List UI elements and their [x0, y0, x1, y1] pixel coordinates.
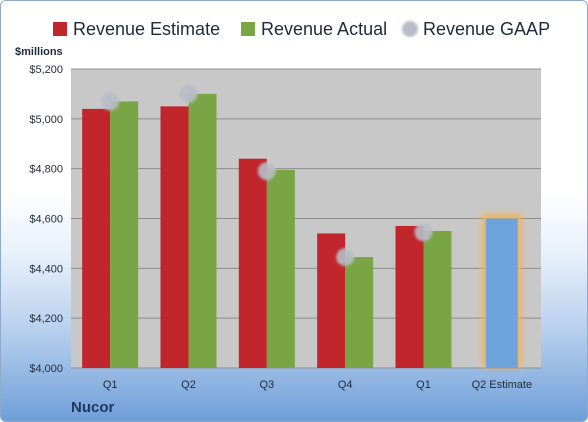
- x-tick-label: Q3: [259, 379, 274, 391]
- bar-revenue-actual: [345, 257, 374, 368]
- y-axis-unit-label: $millions: [15, 46, 63, 58]
- bar-revenue-actual: [110, 101, 139, 369]
- legend-label: Revenue Actual: [261, 19, 387, 39]
- x-axis-ticks: Q1 Q2 Q3 Q4 Q1 Q2 Estimate: [103, 379, 532, 391]
- bar-revenue-actual: [423, 230, 452, 368]
- marker-revenue-gaap: [101, 92, 120, 111]
- bar-revenue-actual: [266, 169, 295, 368]
- x-tick-label: Q4: [338, 379, 353, 391]
- chart-legend: Revenue Estimate Revenue Actual Revenue GA…: [53, 19, 550, 39]
- x-tick-label: Q1: [103, 379, 118, 391]
- y-tick-label: $4,400: [29, 263, 63, 275]
- legend-swatch: [53, 22, 67, 36]
- marker-revenue-gaap: [257, 162, 276, 181]
- bar-revenue-estimate: [82, 108, 111, 368]
- bar-revenue-actual: [188, 93, 217, 369]
- bar-revenue-estimate: [160, 106, 189, 368]
- marker-revenue-gaap: [179, 84, 198, 103]
- bar-revenue-estimate: [238, 158, 267, 368]
- bars: [82, 93, 522, 369]
- gaap-markers: [101, 84, 433, 267]
- legend-swatch: [402, 21, 418, 37]
- y-tick-label: $4,200: [29, 313, 63, 325]
- y-tick-label: $4,800: [29, 164, 63, 176]
- x-tick-label: Q2 Estimate: [472, 379, 533, 391]
- bar-revenue-estimate: [395, 225, 424, 368]
- y-tick-label: $4,600: [29, 214, 63, 226]
- gridlines: [71, 68, 541, 369]
- bar-q2-estimate: [485, 218, 518, 368]
- y-tick-label: $5,200: [29, 64, 63, 76]
- company-name: Nucor: [71, 399, 115, 416]
- legend-swatch: [241, 22, 255, 36]
- x-tick-label: Q1: [416, 379, 431, 391]
- x-tick-label: Q2: [181, 379, 196, 391]
- marker-revenue-gaap: [414, 223, 433, 242]
- marker-revenue-gaap: [336, 248, 355, 267]
- y-tick-label: $5,000: [29, 114, 63, 126]
- legend-label: Revenue GAAP: [423, 19, 550, 39]
- y-axis-ticks: $4,000 $4,200 $4,400 $4,600 $4,800 $5,000 $5,2…: [29, 64, 63, 375]
- legend-label: Revenue Estimate: [73, 19, 220, 39]
- y-tick-label: $4,000: [29, 363, 63, 375]
